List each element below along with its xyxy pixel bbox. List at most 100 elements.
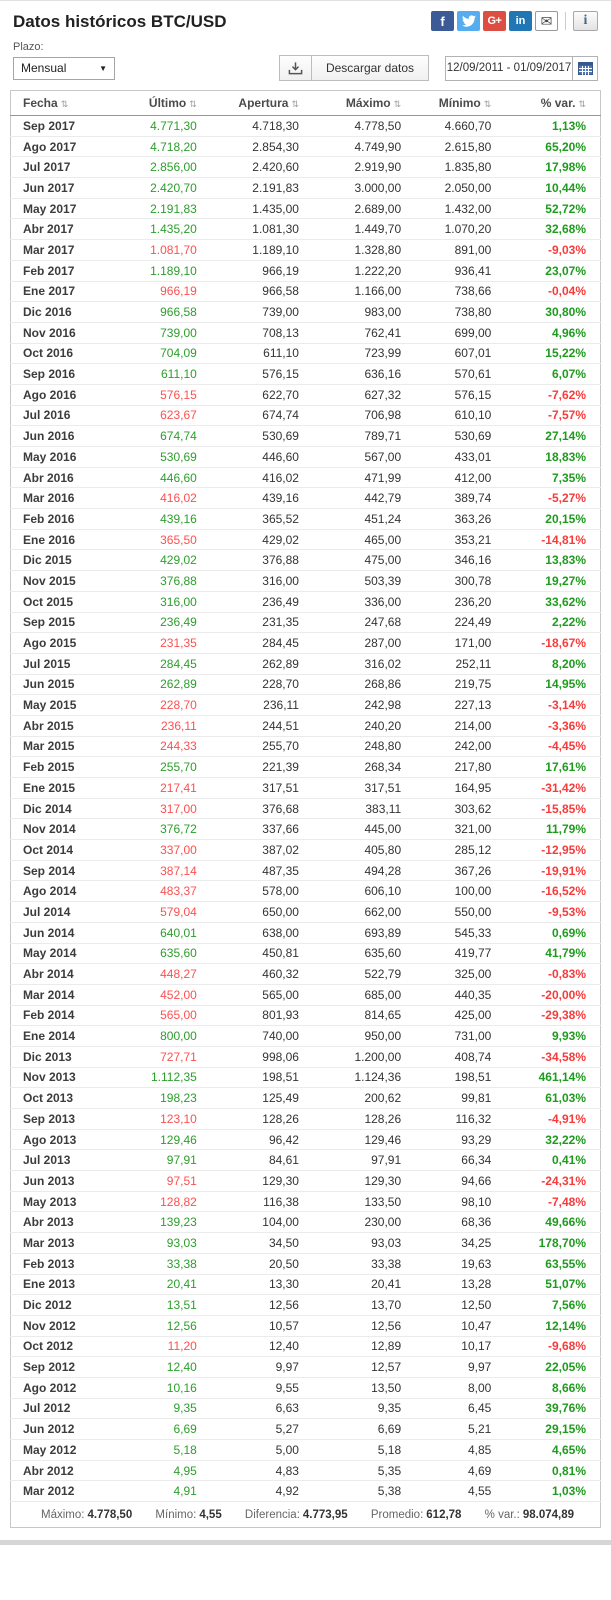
last-cell: 231,35 [120, 632, 211, 654]
date-cell: Ago 2014 [10, 880, 121, 903]
table-row: Jun 2012 6,69 5,27 6,69 5,21 29,15% [10, 1418, 601, 1440]
date-range-value: 12/09/2011 - 01/09/2017 [446, 62, 572, 74]
last-cell: 446,60 [120, 467, 211, 489]
table-row: Sep 2012 12,40 9,97 12,57 9,97 22,05% [10, 1356, 601, 1378]
low-cell: 570,61 [415, 363, 506, 385]
date-cell: Ago 2015 [10, 632, 121, 654]
column-header-var[interactable]: % var. ⇅ [505, 90, 601, 116]
sort-icon[interactable]: ⇅ [483, 99, 492, 109]
top-divider [0, 0, 611, 1]
low-cell: 68,36 [415, 1211, 506, 1234]
date-cell: Dic 2013 [10, 1046, 121, 1068]
var-cell: 51,07% [505, 1274, 601, 1296]
last-cell: 316,00 [120, 591, 211, 613]
open-cell: 450,81 [210, 943, 313, 965]
open-cell: 20,50 [210, 1253, 313, 1275]
table-row: Abr 2014 448,27 460,32 522,79 325,00 -0,83% [10, 963, 601, 985]
info-button[interactable]: i [573, 11, 598, 31]
table-row: Nov 2012 12,56 10,57 12,56 10,47 12,14% [10, 1315, 601, 1337]
open-cell: 1.189,10 [210, 239, 313, 261]
date-cell: May 2013 [10, 1191, 121, 1213]
high-cell: 9,35 [312, 1398, 416, 1420]
last-cell: 966,58 [120, 301, 211, 323]
low-cell: 4,85 [415, 1439, 506, 1461]
date-cell: Nov 2016 [10, 322, 121, 344]
var-cell: -5,27% [505, 487, 601, 510]
table-row: Abr 2017 1.435,20 1.081,30 1.449,70 1.070,20… [10, 218, 601, 241]
high-cell: 133,50 [312, 1191, 416, 1213]
low-cell: 530,69 [415, 425, 506, 447]
summary-item: % var.: 98.074,89 [484, 1508, 574, 1521]
sort-icon[interactable]: ⇅ [291, 99, 299, 109]
high-cell: 950,00 [312, 1025, 416, 1047]
var-cell: 1,13% [505, 115, 601, 137]
envelope-icon: ✉ [540, 13, 553, 29]
sort-icon[interactable]: ⇅ [189, 99, 197, 109]
var-cell: -31,42% [505, 777, 601, 799]
last-cell: 236,11 [120, 715, 211, 737]
column-header-apertura[interactable]: Apertura ⇅ [210, 90, 313, 116]
low-cell: 13,28 [415, 1274, 506, 1296]
open-cell: 231,35 [210, 612, 313, 634]
high-cell: 1.328,80 [312, 239, 416, 261]
date-cell: Mar 2013 [10, 1232, 121, 1254]
low-cell: 9,97 [415, 1356, 506, 1378]
date-cell: Nov 2014 [10, 818, 121, 841]
download-group: Descargar datos [278, 55, 429, 81]
column-header-máximo[interactable]: Máximo ⇅ [312, 90, 416, 116]
open-cell: 429,02 [210, 529, 313, 551]
high-cell: 814,65 [312, 1005, 416, 1027]
facebook-share-button[interactable]: f [431, 11, 454, 31]
high-cell: 789,71 [312, 425, 416, 447]
table-header-row: Fecha ⇅ Último ⇅ Apertura ⇅ Máximo ⇅ Mínimo ⇅% va… [10, 90, 601, 116]
period-select[interactable]: Mensual ▼ [13, 56, 115, 80]
date-cell: Oct 2016 [10, 343, 121, 365]
download-data-button[interactable]: Descargar datos [310, 55, 429, 81]
low-cell: 116,32 [415, 1108, 506, 1130]
last-cell: 439,16 [120, 508, 211, 530]
share-buttons: f G+ in ✉ i [431, 11, 598, 31]
date-cell: Mar 2015 [10, 736, 121, 758]
table-row: Dic 2015 429,02 376,88 475,00 346,16 13,83% [10, 549, 601, 572]
table-row: May 2017 2.191,83 1.435,00 2.689,00 1.432,00… [10, 198, 601, 220]
last-cell: 739,00 [120, 322, 211, 344]
twitter-share-button[interactable] [457, 11, 480, 31]
download-icon-button[interactable] [278, 55, 312, 81]
date-cell: Abr 2017 [10, 218, 121, 241]
var-cell: 14,95% [505, 674, 601, 696]
linkedin-share-button[interactable]: in [509, 11, 532, 31]
low-cell: 738,80 [415, 301, 506, 323]
date-cell: Jun 2017 [10, 177, 121, 199]
date-cell: Abr 2014 [10, 963, 121, 985]
sort-icon[interactable]: ⇅ [578, 99, 586, 109]
table-row: Ago 2017 4.718,20 2.854,30 4.749,90 2.615,80… [10, 136, 601, 158]
var-cell: -16,52% [505, 880, 601, 903]
high-cell: 5,38 [312, 1480, 416, 1503]
open-cell: 966,19 [210, 260, 313, 282]
column-header-mínimo[interactable]: Mínimo ⇅ [415, 90, 506, 116]
var-cell: 0,41% [505, 1149, 601, 1172]
sort-icon[interactable]: ⇅ [393, 99, 402, 109]
table-row: Ago 2015 231,35 284,45 287,00 171,00 -18,67% [10, 632, 601, 654]
column-header-último[interactable]: Último ⇅ [120, 90, 211, 116]
email-share-button[interactable]: ✉ [535, 11, 558, 31]
var-cell: 7,56% [505, 1294, 601, 1316]
date-cell: Jun 2016 [10, 425, 121, 447]
last-cell: 635,60 [120, 943, 211, 965]
open-cell: 6,63 [210, 1398, 313, 1420]
column-header-fecha[interactable]: Fecha ⇅ [10, 90, 121, 116]
last-cell: 10,16 [120, 1377, 211, 1399]
table-row: Nov 2015 376,88 316,00 503,39 300,78 19,27% [10, 570, 601, 592]
date-cell: Ago 2012 [10, 1377, 121, 1399]
calendar-icon[interactable] [572, 56, 597, 80]
last-cell: 33,38 [120, 1253, 211, 1275]
open-cell: 221,39 [210, 756, 313, 778]
high-cell: 1.166,00 [312, 281, 416, 303]
last-cell: 376,72 [120, 818, 211, 841]
googleplus-share-button[interactable]: G+ [483, 11, 506, 31]
date-range-picker[interactable]: 12/09/2011 - 01/09/2017 [445, 55, 598, 81]
sort-icon[interactable]: ⇅ [60, 99, 69, 109]
low-cell: 610,10 [415, 405, 506, 427]
low-cell: 10,47 [415, 1315, 506, 1337]
low-cell: 93,29 [415, 1129, 506, 1151]
